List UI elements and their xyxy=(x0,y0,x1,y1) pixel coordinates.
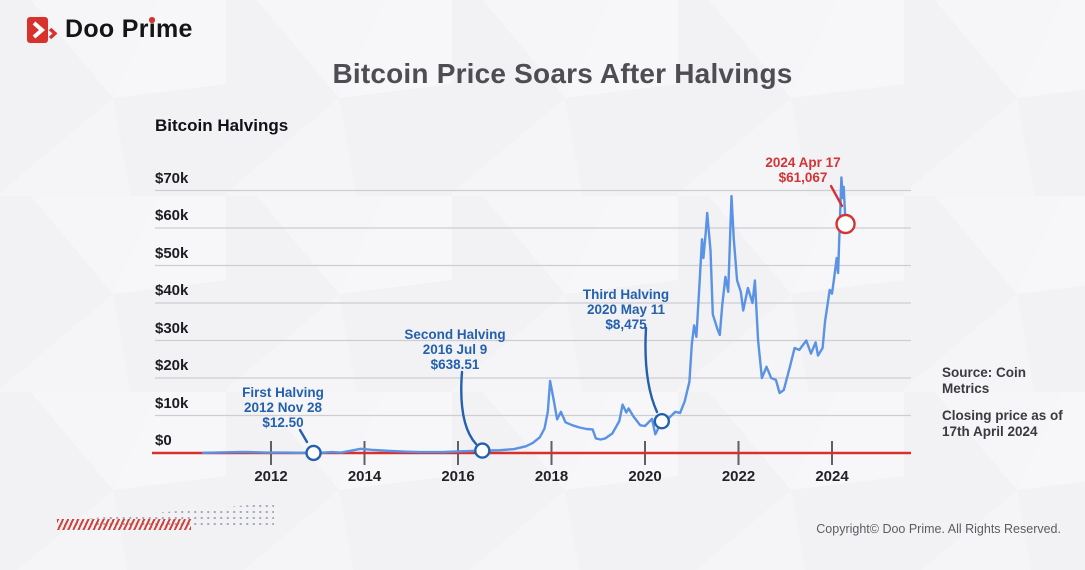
closing-price-note-line1: Closing price as of xyxy=(942,408,1063,423)
annotation-date: 2016 Jul 9 xyxy=(422,342,488,357)
annotation-2024-price: 2024 Apr 17 $61,067 xyxy=(713,155,893,185)
doo-prime-logo: Doo Prime xyxy=(27,15,193,44)
y-axis-label: $60k xyxy=(155,207,189,224)
price-line xyxy=(202,176,847,455)
annotation-price: $8,475 xyxy=(605,317,647,332)
annotation-price: $12.50 xyxy=(262,415,304,430)
x-axis-label: 2014 xyxy=(347,468,382,485)
y-axis-label: $70k xyxy=(155,169,189,187)
y-axis-label: $0 xyxy=(155,432,172,449)
annotation-date: 2012 Nov 28 xyxy=(243,400,323,415)
x-axis-label: 2012 xyxy=(254,468,288,485)
x-axis-label: 2016 xyxy=(441,468,475,485)
halving-marker xyxy=(835,213,856,235)
annotation-title: First Halving xyxy=(242,385,324,400)
brand-name: Doo Prime xyxy=(65,15,193,44)
annotation-connector xyxy=(298,428,309,444)
y-axis-label: $10k xyxy=(155,394,189,412)
annotation-price: $61,067 xyxy=(778,170,828,185)
source-note: Source: Coin Metrics Closing price as of… xyxy=(942,365,1077,440)
halving-marker xyxy=(305,444,322,462)
doo-prime-logo-icon xyxy=(27,16,57,43)
source-text: Source: Coin Metrics xyxy=(942,365,1027,396)
annotation-first-halving: First Halving 2012 Nov 28 $12.50 xyxy=(193,385,373,430)
annotation-second-halving: Second Halving 2016 Jul 9 $638.51 xyxy=(365,327,545,372)
halving-marker xyxy=(474,442,491,459)
y-axis-label: $40k xyxy=(155,282,189,299)
y-axis-label: $30k xyxy=(155,319,189,337)
annotation-connector xyxy=(644,326,659,414)
x-axis-label: 2020 xyxy=(628,468,662,485)
y-axis-label: $20k xyxy=(155,357,189,374)
closing-price-note-line2: 17th April 2024 xyxy=(942,424,1038,439)
annotation-third-halving: Third Halving 2020 May 11 $8,475 xyxy=(536,287,716,332)
annotation-price: $638.51 xyxy=(430,357,480,372)
annotation-title: Third Halving xyxy=(582,287,670,302)
brand-i-red-dot xyxy=(149,17,155,23)
annotation-date: 2024 Apr 17 xyxy=(765,155,841,170)
brand-name-text: Doo Prime xyxy=(65,15,193,43)
x-axis-label: 2018 xyxy=(534,468,569,485)
annotation-title: Second Halving xyxy=(404,327,506,342)
annotation-connector xyxy=(460,370,478,446)
chart-heading: Bitcoin Halvings xyxy=(155,116,289,135)
halving-marker xyxy=(653,413,671,430)
page-title: Bitcoin Price Soars After Halvings xyxy=(332,58,793,89)
x-axis-label: 2024 xyxy=(815,468,849,485)
y-axis-label: $50k xyxy=(155,244,189,262)
copyright-text: Copyright© Doo Prime. All Rights Reserve… xyxy=(816,522,1061,536)
red-hatch-decoration xyxy=(57,519,191,530)
annotation-date: 2020 May 11 xyxy=(586,302,666,317)
annotation-connector xyxy=(829,184,844,208)
x-axis-label: 2022 xyxy=(721,468,756,485)
